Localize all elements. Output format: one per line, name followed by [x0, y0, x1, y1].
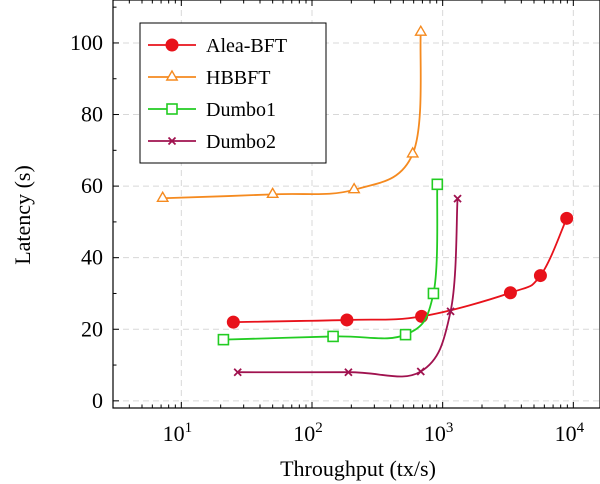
dumbo2-point	[453, 194, 462, 203]
y-axis-title: Latency (s)	[10, 165, 35, 265]
x-tick-label: 102	[293, 420, 323, 446]
legend-entry-dumbo2: Dumbo2	[148, 131, 276, 153]
data-series	[156, 24, 574, 378]
legend-entry-hbbft: HBBFT	[148, 67, 270, 89]
marker-stroke	[233, 368, 242, 377]
hbbft-point	[266, 186, 280, 199]
x-tick-label: 101	[163, 420, 193, 446]
dumbo1-line	[223, 184, 439, 341]
legend-entry-alea-bft: Alea-BFT	[148, 35, 287, 57]
alea-bft-point	[340, 313, 354, 327]
dumbo1-point	[431, 178, 444, 191]
y-tick-label: 40	[81, 245, 103, 270]
grid-lines	[113, 0, 600, 408]
dumbo1-point	[427, 287, 440, 300]
y-tick-label: 80	[81, 102, 103, 127]
legend-label: HBBFT	[206, 67, 270, 89]
dumbo1-point	[327, 330, 339, 343]
hbbft-point	[156, 190, 170, 202]
legend-label: Dumbo2	[206, 131, 276, 153]
legend: Alea-BFT HBBFT Dumbo1 Dumbo2	[139, 22, 327, 164]
x-tick-label: 103	[424, 420, 454, 446]
marker-stroke	[453, 194, 462, 203]
legend-swatch-marker	[166, 103, 178, 115]
series-alea-bft	[226, 211, 574, 329]
x-tick-label: 104	[555, 420, 585, 446]
legend-swatch-marker	[165, 69, 179, 81]
y-tick-label: 100	[70, 30, 103, 55]
alea-bft-point	[226, 315, 240, 329]
legend-entry-dumbo1: Dumbo1	[148, 99, 276, 121]
plot-frame	[112, 0, 600, 409]
legend-label: Alea-BFT	[206, 35, 287, 57]
dumbo2-point	[233, 368, 242, 377]
legend-label: Dumbo1	[206, 99, 276, 121]
y-tick-label: 20	[81, 316, 103, 341]
series-dumbo2	[233, 194, 462, 378]
legend-swatch-marker	[167, 136, 177, 146]
tick-labels: 101 102 103 104 0 20 40 60 80 100	[70, 30, 585, 446]
marker-stroke	[344, 368, 353, 377]
series-dumbo1	[217, 178, 444, 346]
marker-stroke	[446, 307, 455, 316]
dumbo2-point	[416, 367, 425, 376]
dumbo1-point	[217, 333, 230, 346]
alea-bft-line	[233, 217, 568, 324]
alea-bft-point	[560, 211, 574, 225]
y-tick-label: 0	[92, 388, 103, 413]
hbbft-point	[406, 146, 420, 158]
legend-swatch-marker	[165, 38, 179, 52]
dumbo2-point	[344, 368, 353, 377]
alea-bft-point	[533, 269, 547, 283]
y-tick-label: 60	[81, 173, 103, 198]
hbbft-point	[347, 182, 361, 194]
alea-bft-point	[503, 286, 517, 300]
dumbo2-line	[237, 198, 459, 378]
marker-stroke	[416, 367, 425, 376]
marker-stroke	[167, 136, 177, 146]
x-axis-title: Throughput (tx/s)	[280, 456, 436, 481]
hbbft-point	[414, 24, 428, 36]
series-hbbft	[156, 24, 428, 202]
dumbo1-point	[399, 328, 412, 341]
dumbo2-point	[446, 307, 455, 316]
